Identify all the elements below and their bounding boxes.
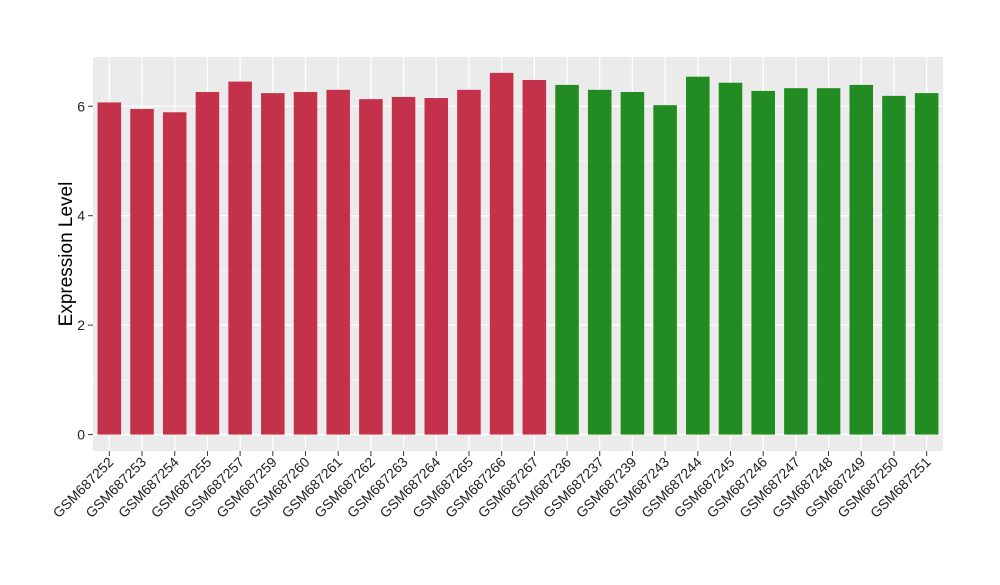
bar-GSM687248 [816,88,841,435]
bar-GSM687257 [228,81,252,435]
bar-GSM687251 [914,93,939,435]
bar-GSM687265 [457,89,481,435]
bar-GSM687239 [620,92,645,435]
bar-GSM687262 [359,99,383,435]
bar-GSM687266 [489,72,514,435]
bars [97,72,939,435]
bar-GSM687249 [849,84,874,435]
x-axis-ticks: GSM687252GSM687253GSM687254GSM687255GSM6… [50,451,934,521]
y-axis-ticks: 0 2 4 6 [77,98,93,443]
bar-GSM687261 [326,89,350,435]
y-tick-label: 2 [77,317,85,333]
bar-GSM687260 [293,92,318,435]
bar-GSM687236 [555,84,579,435]
bar-GSM687254 [162,112,187,435]
y-axis-label: Expression Level [56,182,77,327]
bar-GSM687252 [97,102,122,435]
bar-GSM687253 [130,108,154,435]
bar-GSM687267 [522,79,547,435]
bar-GSM687244 [686,76,710,435]
bar-GSM687263 [391,96,416,435]
bar-GSM687247 [784,88,808,435]
y-tick-label: 0 [77,427,85,443]
bar-GSM687255 [195,92,220,435]
bar-GSM687237 [587,89,612,435]
bar-GSM687246 [751,90,775,435]
bar-GSM687250 [882,95,906,435]
y-tick-label: 6 [77,98,85,114]
bar-GSM687245 [718,82,743,435]
bar-GSM687259 [261,93,285,435]
plot-panel [93,57,943,451]
bar-GSM687264 [424,98,449,435]
y-tick-label: 4 [77,208,85,224]
bar-GSM687243 [653,105,677,435]
